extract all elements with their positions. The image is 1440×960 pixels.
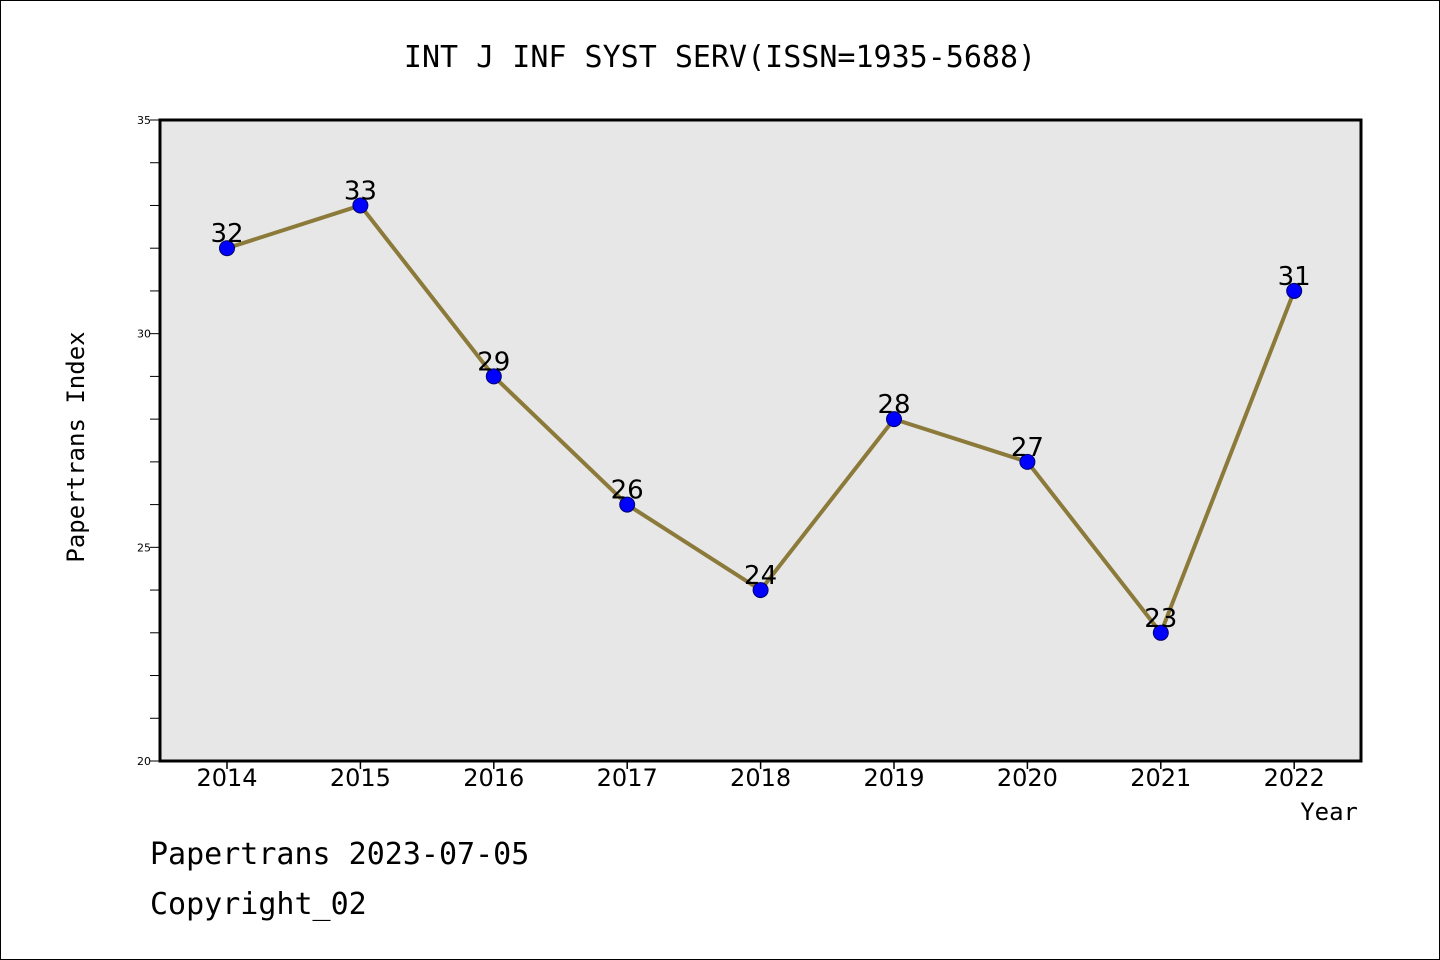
data-markers	[219, 197, 1303, 641]
x-tick-label: 2015	[330, 764, 391, 792]
data-label: 26	[611, 476, 644, 506]
data-point	[1152, 624, 1169, 641]
data-point	[619, 496, 636, 513]
x-tick-labels: 2014 2015 2016 2017 2018 2019 2020 2021 2022	[196, 764, 1324, 792]
chart-title: INT J INF SYST SERV(ISSN=1935-5688)	[404, 40, 1036, 75]
data-label: 29	[477, 347, 510, 377]
data-point	[485, 368, 502, 385]
y-tick-label: 25	[137, 541, 151, 554]
x-tick-label: 2016	[463, 764, 524, 792]
x-tick-label: 2021	[1130, 764, 1191, 792]
y-minor-ticks	[150, 119, 160, 762]
y-axis-label: Papertrans Index	[62, 331, 90, 562]
data-labels: 32 33 29 26 24 28 27 23 31	[210, 176, 1310, 633]
y-tick-labels: 20 25 30 35	[137, 114, 151, 768]
x-ticks	[226, 761, 1295, 769]
y-tick-label: 30	[137, 328, 151, 341]
x-axis-label: Year	[1300, 798, 1358, 826]
data-point	[352, 197, 369, 214]
data-label: 31	[1278, 262, 1311, 292]
data-point	[1286, 282, 1303, 299]
data-label: 23	[1144, 604, 1177, 634]
data-label: 32	[210, 219, 243, 249]
data-point	[752, 582, 769, 599]
data-label: 27	[1011, 433, 1044, 463]
x-tick-label: 2022	[1264, 764, 1325, 792]
footer-date: Papertrans 2023-07-05	[150, 837, 529, 872]
x-tick-label: 2014	[196, 764, 257, 792]
data-point	[1019, 453, 1036, 470]
x-tick-label: 2017	[597, 764, 658, 792]
y-tick-label: 20	[137, 755, 151, 768]
data-point	[219, 240, 235, 257]
x-tick-label: 2018	[730, 764, 791, 792]
data-label: 33	[344, 176, 377, 206]
data-label: 24	[744, 561, 777, 591]
y-tick-label: 35	[137, 114, 151, 127]
data-label: 28	[877, 390, 910, 420]
x-tick-label: 2019	[863, 764, 924, 792]
x-tick-label: 2020	[997, 764, 1058, 792]
data-point	[886, 411, 902, 428]
plot-area	[158, 118, 1363, 763]
footer-copyright: Copyright_02	[150, 887, 367, 922]
